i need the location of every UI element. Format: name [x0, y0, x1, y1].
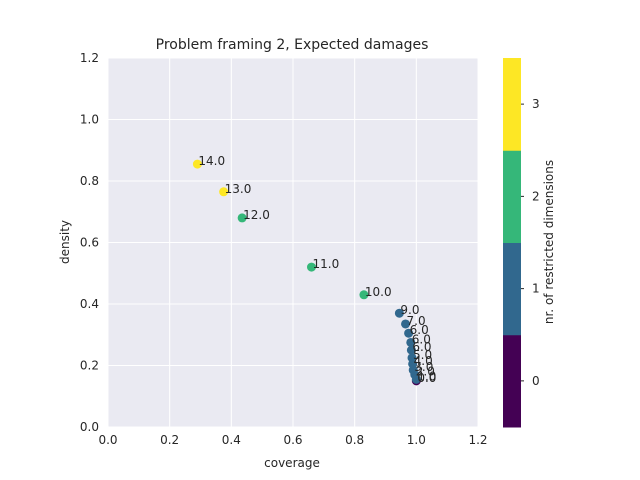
y-tick-label: 0.4: [80, 297, 99, 311]
colorbar-tick-label: 2: [532, 189, 540, 203]
data-point-label: 6.0: [412, 340, 431, 354]
y-tick-label: 1.2: [80, 51, 99, 65]
data-point-label: 12.0: [243, 208, 270, 222]
y-tick-label: 0.8: [80, 174, 99, 188]
colorbar-segment: [503, 150, 521, 243]
data-point-label: 10.0: [365, 285, 392, 299]
data-point: [404, 328, 414, 338]
data-point-label: 9.0: [400, 303, 419, 317]
data-point: [406, 337, 416, 347]
data-point: [192, 159, 202, 169]
data-point-label: 0.0: [417, 371, 436, 385]
y-tick-label: 0.2: [80, 359, 99, 373]
data-point: [219, 187, 229, 197]
y-tick-label: 1.0: [80, 113, 99, 127]
data-point-label: 13.0: [225, 182, 252, 196]
grid-lines: [107, 57, 479, 428]
data-point-label: 7.0: [407, 314, 426, 328]
data-point-label: 11.0: [313, 257, 340, 271]
x-tick-label: 1.2: [468, 433, 487, 447]
data-point-label: 1.0: [417, 369, 436, 383]
x-tick-label: 1.0: [407, 433, 426, 447]
data-point-label: 3.0: [414, 360, 433, 374]
data-point: [359, 290, 369, 300]
data-point: [394, 308, 404, 318]
colorbar-label: nr. of restricted dimensions: [542, 160, 556, 324]
y-tick-labels: 0.0 0.2 0.4 0.6 0.8 1.0 1.2: [80, 51, 99, 434]
chart-title: Problem framing 2, Expected damages: [156, 37, 429, 53]
data-point: [407, 353, 417, 363]
x-tick-labels: 0.0 0.2 0.4 0.6 0.8 1.0 1.2: [98, 433, 487, 447]
colorbar-segment: [503, 242, 521, 336]
y-tick-label: 0.6: [80, 236, 99, 250]
data-point: [237, 213, 247, 223]
data-point: [307, 262, 316, 272]
colorbar-segment: [503, 334, 521, 428]
y-axis-label: density: [58, 220, 72, 264]
data-point-label: 4.0: [414, 354, 433, 368]
colorbar-segment: [503, 58, 521, 151]
data-point: [406, 345, 416, 355]
data-point-label: 14.0: [198, 154, 225, 168]
data-point-label: 6.0: [412, 332, 431, 346]
data-point: [401, 319, 411, 329]
colorbar-tick-label: 3: [532, 97, 540, 111]
x-tick-label: 0.0: [98, 433, 117, 447]
x-tick-label: 0.8: [345, 433, 364, 447]
colorbar-tick-label: 0: [532, 374, 540, 388]
data-point-label: 6.0: [410, 323, 429, 337]
x-axis-label: coverage: [264, 456, 320, 470]
x-tick-label: 0.2: [160, 433, 179, 447]
colorbar-tick-label: 1: [532, 282, 540, 296]
data-points: 0.01.02.03.04.05.06.06.06.07.09.010.011.…: [192, 154, 436, 386]
x-tick-label: 0.4: [222, 433, 241, 447]
data-point-label: 2.0: [416, 365, 435, 379]
y-tick-label: 0.0: [80, 420, 99, 434]
data-point-label: 5.0: [413, 348, 432, 362]
x-tick-label: 0.6: [283, 433, 302, 447]
colorbar: 0 1 2 3: [503, 58, 540, 428]
